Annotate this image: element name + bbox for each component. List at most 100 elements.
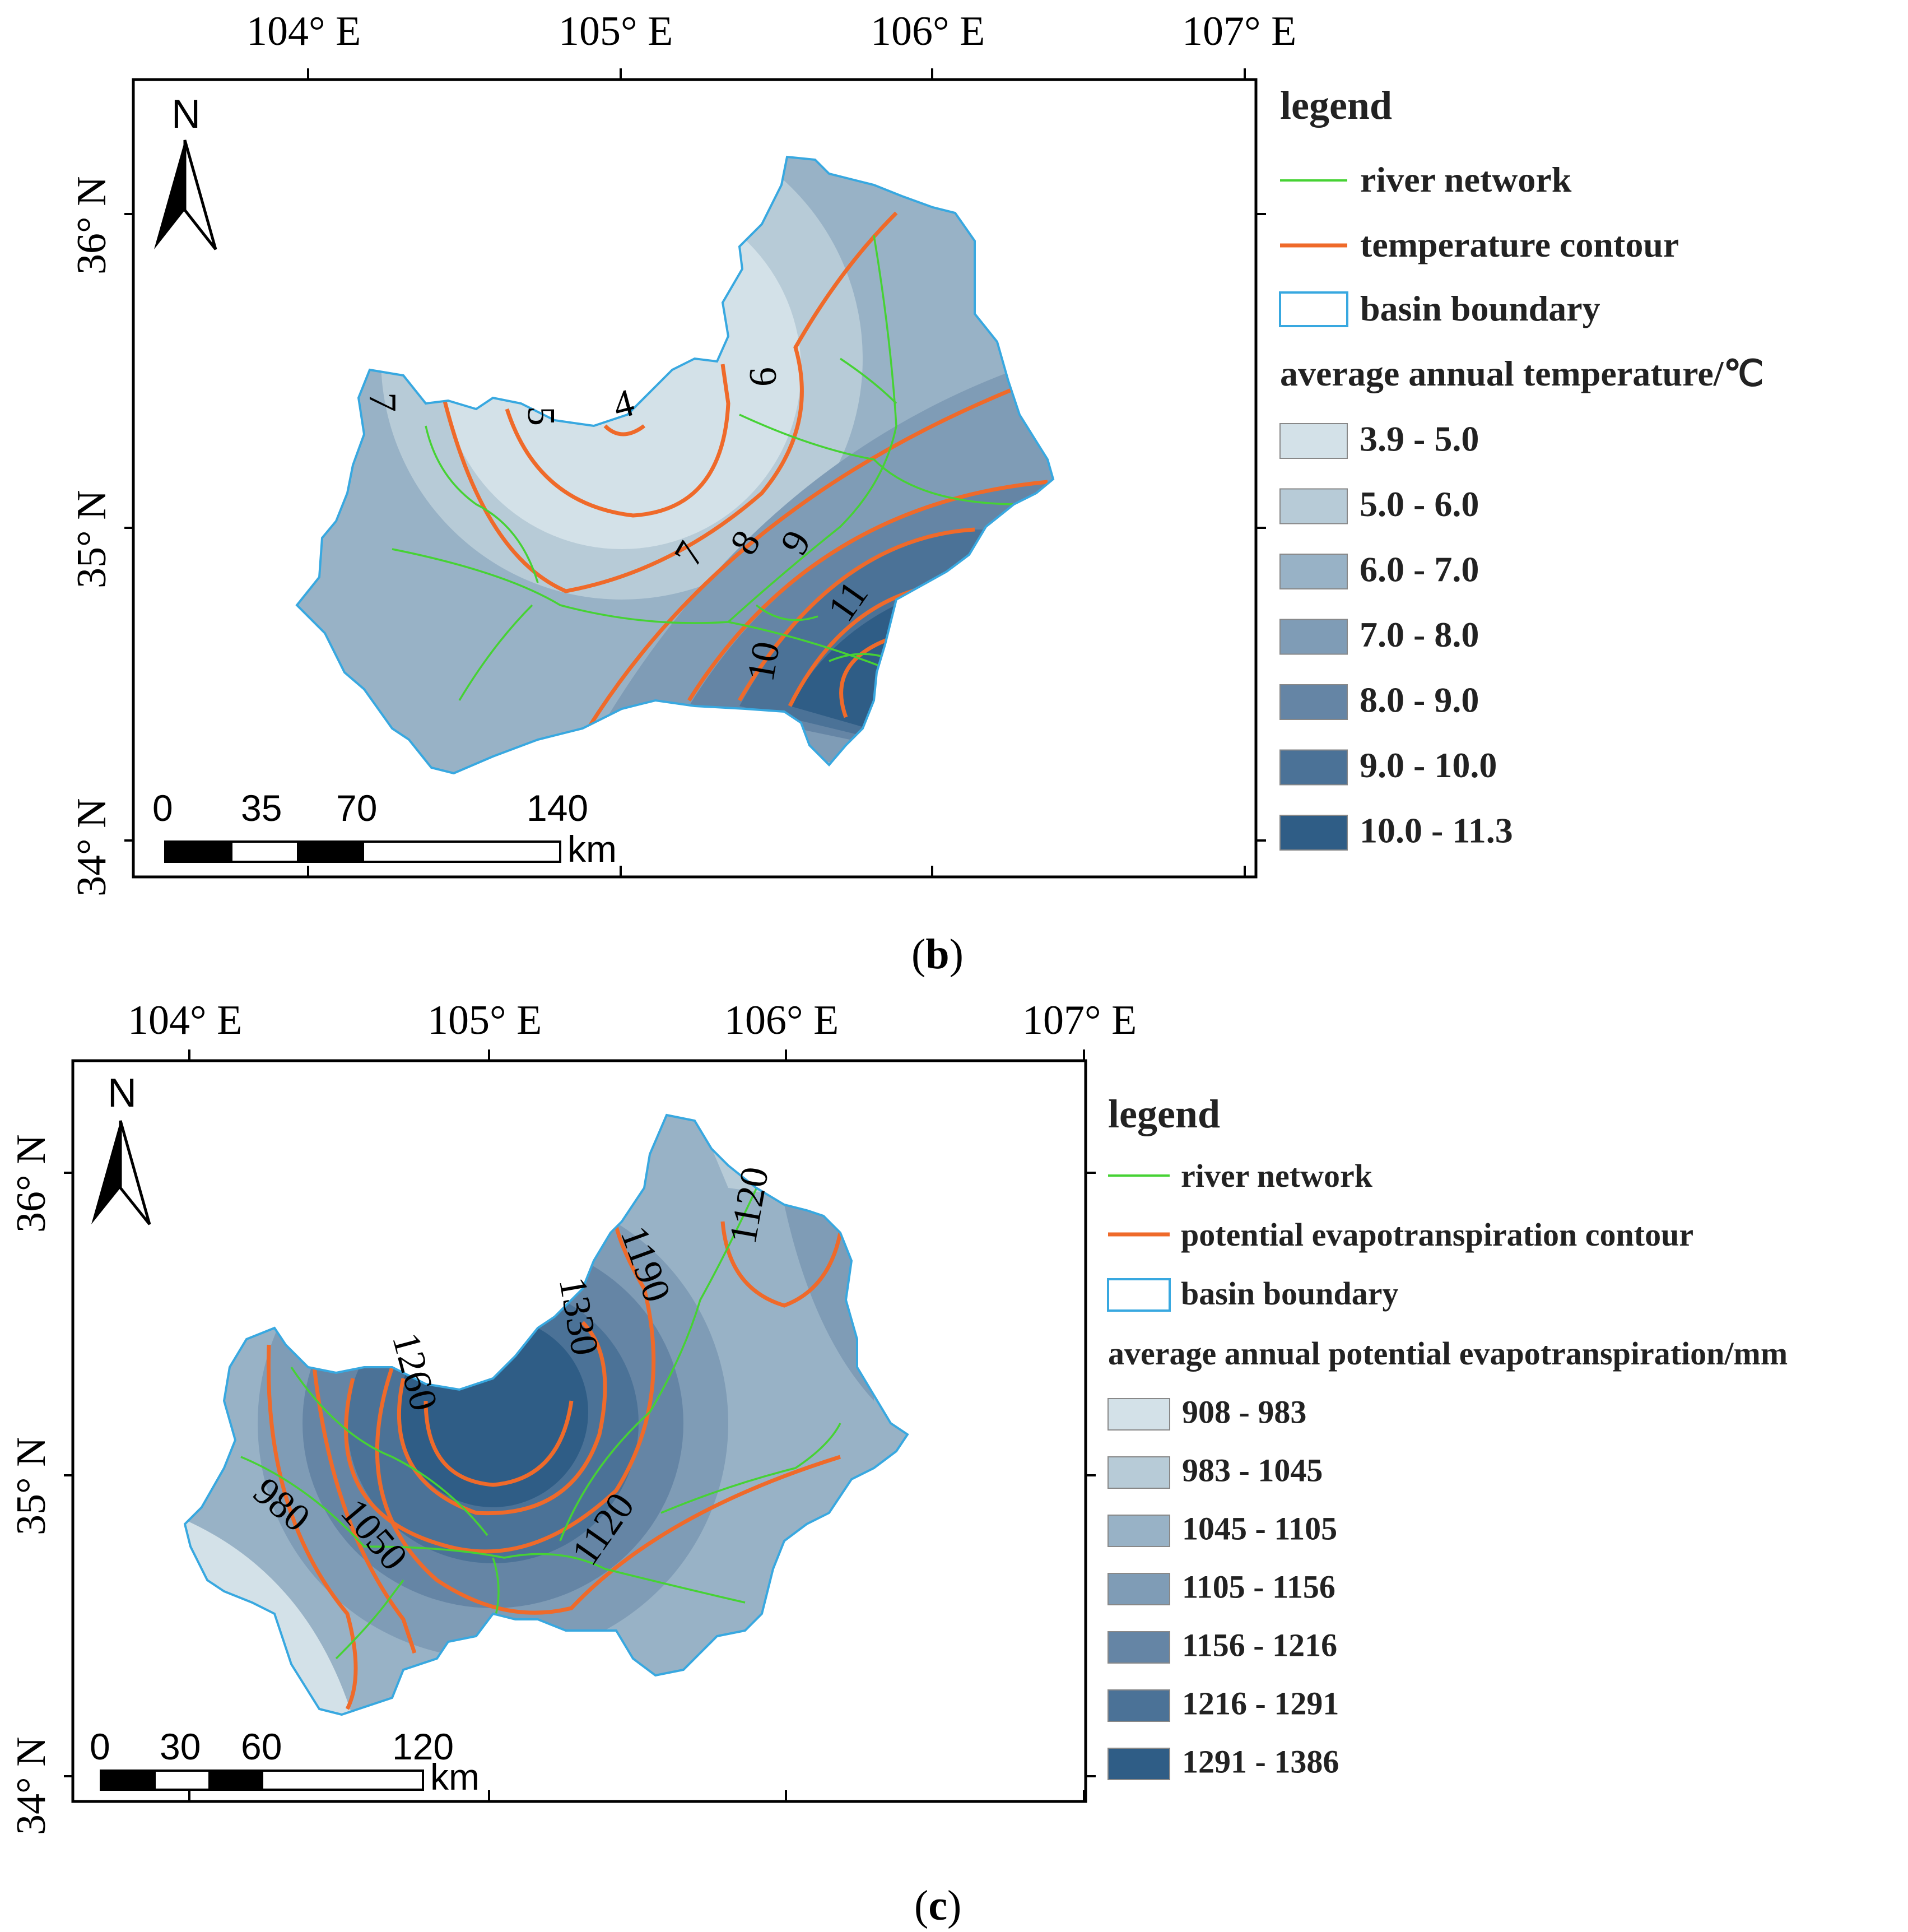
scale-label: 70 — [336, 787, 377, 829]
basin-legend-swatch — [1107, 1278, 1171, 1312]
scale-label: 0 — [152, 787, 173, 829]
caption-c: (c) — [914, 1882, 961, 1929]
legend-class-swatch — [1279, 684, 1348, 720]
legend-class-label: 8.0 - 9.0 — [1360, 680, 1479, 719]
contour-1120-north — [720, 1221, 843, 1308]
north-arrow-c: N — [91, 1071, 151, 1225]
north-arrow-icon — [91, 1121, 120, 1224]
scale-unit: km — [430, 1756, 480, 1798]
river-network-b — [392, 235, 1020, 701]
y-tick-label: 35° N — [8, 1437, 54, 1535]
x-tick-label: 106° E — [724, 997, 839, 1043]
panel-b-map: 4 5 6 7 7 8 9 10 11 N 0 35 70 140 km — [132, 78, 1258, 879]
north-arrow-b: N — [154, 92, 217, 250]
legend-class-title: average annual potential evapotranspirat… — [1108, 1335, 1788, 1372]
legend-class-label: 7.0 - 8.0 — [1360, 615, 1479, 654]
x-tick-label: 107° E — [1182, 8, 1296, 54]
legend-class-swatch — [1107, 1573, 1170, 1605]
x-tick-label: 104° E — [128, 997, 242, 1043]
legend-label: basin boundary — [1360, 289, 1600, 328]
legend-class-swatch — [1279, 815, 1348, 851]
legend-c: legend river network potential evapotran… — [1107, 1092, 1788, 1780]
scale-label: 120 — [392, 1726, 454, 1767]
contour-6 — [440, 211, 898, 593]
legend-b: legend river network temperature contour… — [1279, 83, 1763, 851]
legend-class-label: 9.0 - 10.0 — [1360, 745, 1497, 785]
legend-label: basin boundary — [1181, 1275, 1398, 1312]
legend-class-label: 10.0 - 11.3 — [1360, 810, 1513, 850]
scale-label: 140 — [527, 787, 588, 829]
legend-class-label: 908 - 983 — [1182, 1394, 1306, 1431]
contour-8 — [687, 480, 1048, 702]
legend-class-label: 5.0 - 6.0 — [1360, 484, 1479, 524]
legend-class-swatch — [1107, 1689, 1170, 1722]
legend-classes: 908 - 983 983 - 1045 1045 - 1105 1105 - 115… — [1107, 1394, 1339, 1780]
contour-5 — [505, 364, 730, 518]
legend-class-label: 983 - 1045 — [1182, 1452, 1323, 1489]
panel-c-map: 980 1050 1120 1190 1260 1330 1120 N 0 30… — [71, 1059, 1087, 1803]
legend-class-label: 3.9 - 5.0 — [1360, 419, 1479, 458]
contour-1260 — [397, 1321, 607, 1516]
legend-class-swatch — [1279, 488, 1348, 524]
legend-label: potential evapotranspiration contour — [1181, 1216, 1693, 1253]
scale-label: 35 — [241, 787, 282, 829]
legend-class-swatch — [1107, 1398, 1170, 1431]
legend-title: legend — [1280, 83, 1392, 128]
y-tick-label: 35° N — [69, 490, 115, 588]
contour-label: 10 — [739, 638, 788, 684]
legend-class-swatch — [1107, 1631, 1170, 1664]
panel-b-axes: 104° E 105° E 106° E 107° E 36° N 35° N … — [69, 8, 1296, 897]
north-letter: N — [171, 92, 201, 137]
legend-class-swatch — [1279, 554, 1348, 589]
y-tick-label: 34° N — [69, 798, 115, 897]
contour-980 — [266, 1344, 358, 1710]
y-tick-label: 34° N — [8, 1736, 54, 1835]
legend-label: river network — [1360, 160, 1572, 199]
legend-label: river network — [1181, 1158, 1373, 1194]
basin-legend-swatch — [1279, 291, 1348, 327]
contour-label: 5 — [519, 406, 562, 426]
contour-9 — [737, 527, 975, 702]
contour-1190 — [344, 1192, 656, 1554]
x-tick-label: 107° E — [1022, 997, 1137, 1043]
legend-class-label: 1105 - 1156 — [1182, 1569, 1335, 1605]
legend-class-label: 1291 - 1386 — [1182, 1744, 1339, 1780]
x-tick-label: 105° E — [559, 8, 673, 54]
caption-b: (b) — [911, 931, 964, 978]
legend-class-label: 1216 - 1291 — [1182, 1685, 1339, 1722]
panel-c-axes: 104° E 105° E 106° E 107° E 36° N 35° N … — [8, 997, 1137, 1835]
contour-label: 6 — [742, 367, 785, 387]
x-tick-label: 104° E — [246, 8, 361, 54]
y-tick-label: 36° N — [8, 1134, 54, 1233]
legend-class-label: 1045 - 1105 — [1182, 1511, 1337, 1547]
legend-class-swatch — [1279, 619, 1348, 655]
north-letter: N — [108, 1071, 137, 1116]
x-tick-label: 105° E — [427, 997, 542, 1043]
legend-class-swatch — [1107, 1456, 1170, 1489]
legend-label: temperature contour — [1360, 225, 1679, 264]
legend-class-swatch — [1107, 1748, 1170, 1780]
y-tick-label: 36° N — [69, 176, 115, 275]
legend-class-label: 1156 - 1216 — [1182, 1627, 1337, 1664]
legend-classes: 3.9 - 5.0 5.0 - 6.0 6.0 - 7.0 7.0 - 8.0 8.0 … — [1279, 419, 1513, 851]
legend-class-swatch — [1279, 749, 1348, 786]
north-arrow-icon — [154, 140, 185, 249]
scale-label: 60 — [241, 1726, 282, 1767]
pet-contours — [266, 1192, 843, 1710]
contour-1330 — [424, 1400, 574, 1487]
scale-unit: km — [567, 828, 617, 870]
legend-class-swatch — [1279, 423, 1348, 459]
scale-label: 0 — [90, 1726, 110, 1767]
contour-1120 — [375, 1366, 841, 1615]
x-tick-label: 106° E — [871, 8, 985, 54]
contour-7 — [587, 384, 1021, 730]
contour-label: 7 — [361, 392, 404, 412]
scale-bar-c: 0 30 60 120 km — [90, 1726, 480, 1798]
scale-bar-b: 0 35 70 140 km — [152, 787, 617, 870]
legend-class-label: 6.0 - 7.0 — [1360, 549, 1479, 589]
legend-class-title: average annual temperature/℃ — [1280, 354, 1763, 393]
legend-class-swatch — [1107, 1515, 1170, 1547]
scale-label: 30 — [160, 1726, 201, 1767]
contour-4 — [603, 424, 646, 436]
